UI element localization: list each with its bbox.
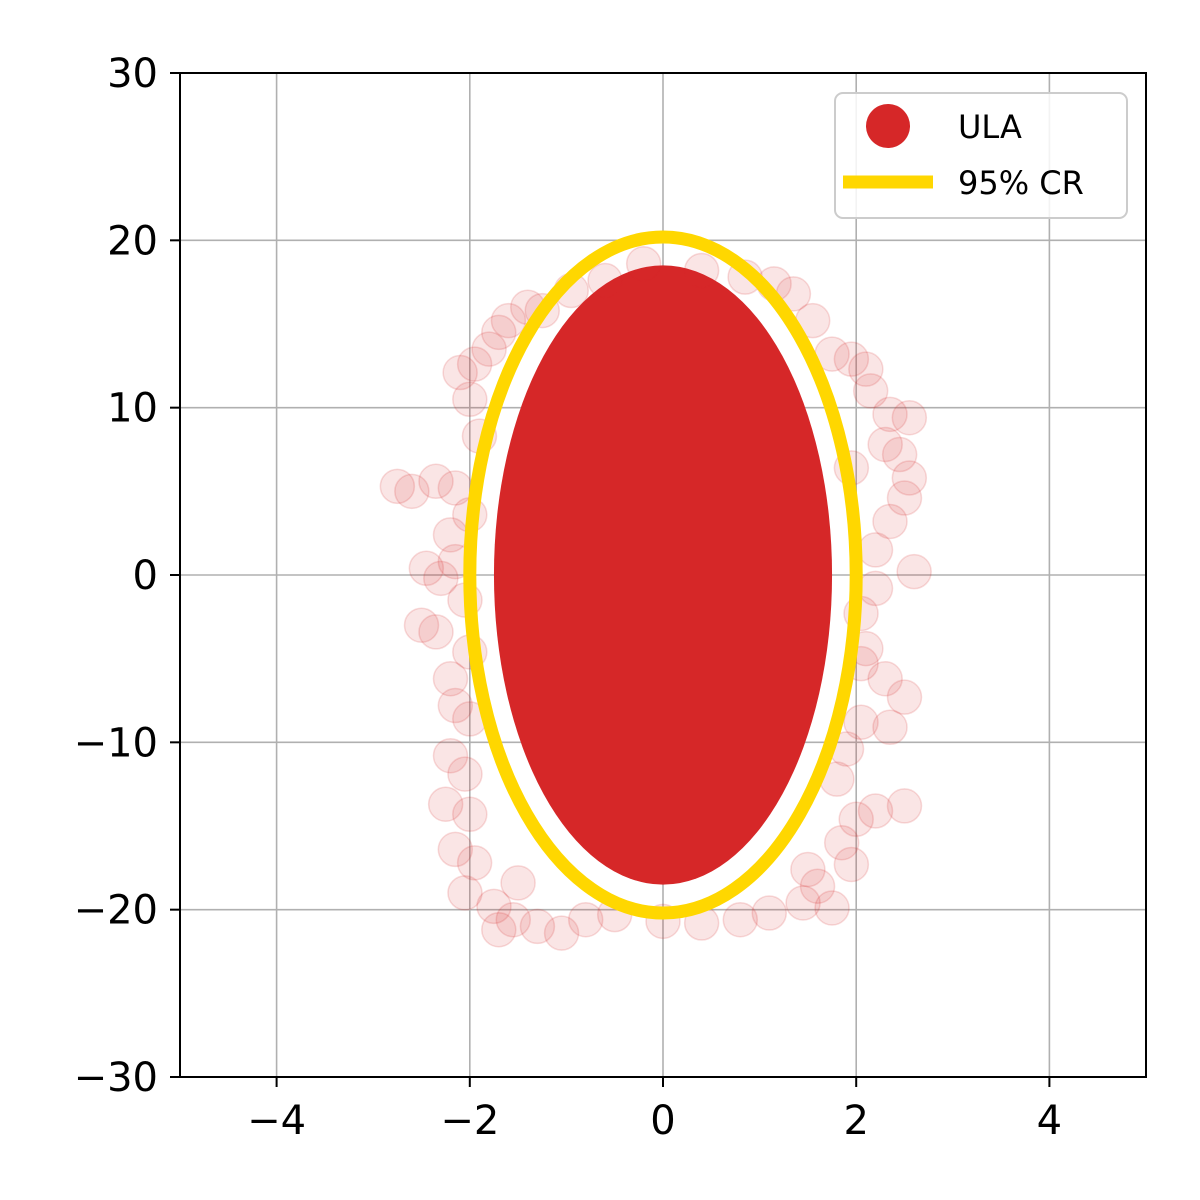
ula-point [418,614,454,650]
ula-point [408,550,445,587]
x-tick-label: 0 [650,1098,675,1144]
ula-point [452,796,488,833]
ula-point [403,607,440,643]
ula-point [857,570,894,607]
legend: ULA 95% CR [834,92,1128,219]
x-tick-label: −4 [247,1098,306,1144]
ula-point [587,262,623,299]
x-tick-label: 4 [1037,1098,1062,1144]
x-tick-label: −2 [440,1098,499,1144]
ula-point [471,331,507,367]
ula-point [872,503,908,540]
plot-area [379,230,932,951]
y-tick-label: 30 [107,51,158,97]
ula-point [437,831,474,868]
ula-point [838,801,874,838]
ula-point [432,737,469,774]
ula-point [543,915,580,951]
ula-point [423,560,459,597]
ula-point [476,888,512,925]
ula-point [886,788,923,824]
ula-point [500,865,536,901]
legend-label-ula: ULA [958,108,1022,146]
ula-point [896,553,932,590]
ula-point [799,868,836,904]
ula-point [881,436,918,473]
ula-point [891,460,928,496]
x-tick-label: 2 [843,1098,868,1144]
credible-region-ellipse [463,230,863,920]
y-tick-label: 0 [133,553,158,599]
ula-point [490,302,527,339]
ula-point [625,246,662,282]
ula-dense-core [493,265,833,885]
ula-point [481,911,517,948]
ula-point [379,468,416,505]
ula-point [751,895,788,931]
ula-point [867,660,903,697]
ula-point [814,890,850,926]
ula-point [872,396,908,433]
ula-point [432,660,469,697]
ula-point [456,346,493,382]
ula-point [886,679,923,715]
ula-point [886,480,923,516]
legend-label-cr: 95% CR [958,164,1084,202]
ula-point [852,373,889,409]
ula-point [394,473,430,510]
ula-point [857,793,894,829]
ula-point [848,351,884,387]
ula-point [432,517,469,553]
ula-point [872,709,908,746]
ula-point [481,314,517,351]
ula-point [437,687,474,724]
y-tick-label: 10 [107,386,158,432]
y-tick-label: 20 [107,218,158,264]
ula-point [683,252,720,289]
ula-point [790,851,826,888]
ula-point [823,824,860,861]
ula-point [567,901,604,938]
ula-point [833,846,870,883]
ula-point [447,756,483,792]
ula-point [833,341,870,377]
ula-point [867,426,903,463]
ula-point [722,901,759,938]
ula-point [891,399,928,436]
ula-point [519,908,556,945]
y-tick-label: −20 [74,888,158,934]
ula-point [843,704,879,741]
ula-point [418,463,454,500]
ula-point [427,786,464,822]
legend-marker-ula [866,104,910,148]
ula-point [495,901,532,938]
ula-point [447,875,483,911]
ula-point [442,354,478,391]
ula-point [785,885,821,921]
ula-point [452,381,488,418]
y-tick-label: −10 [74,720,158,766]
y-tick-label: −30 [74,1055,158,1101]
ula-point [456,845,493,881]
